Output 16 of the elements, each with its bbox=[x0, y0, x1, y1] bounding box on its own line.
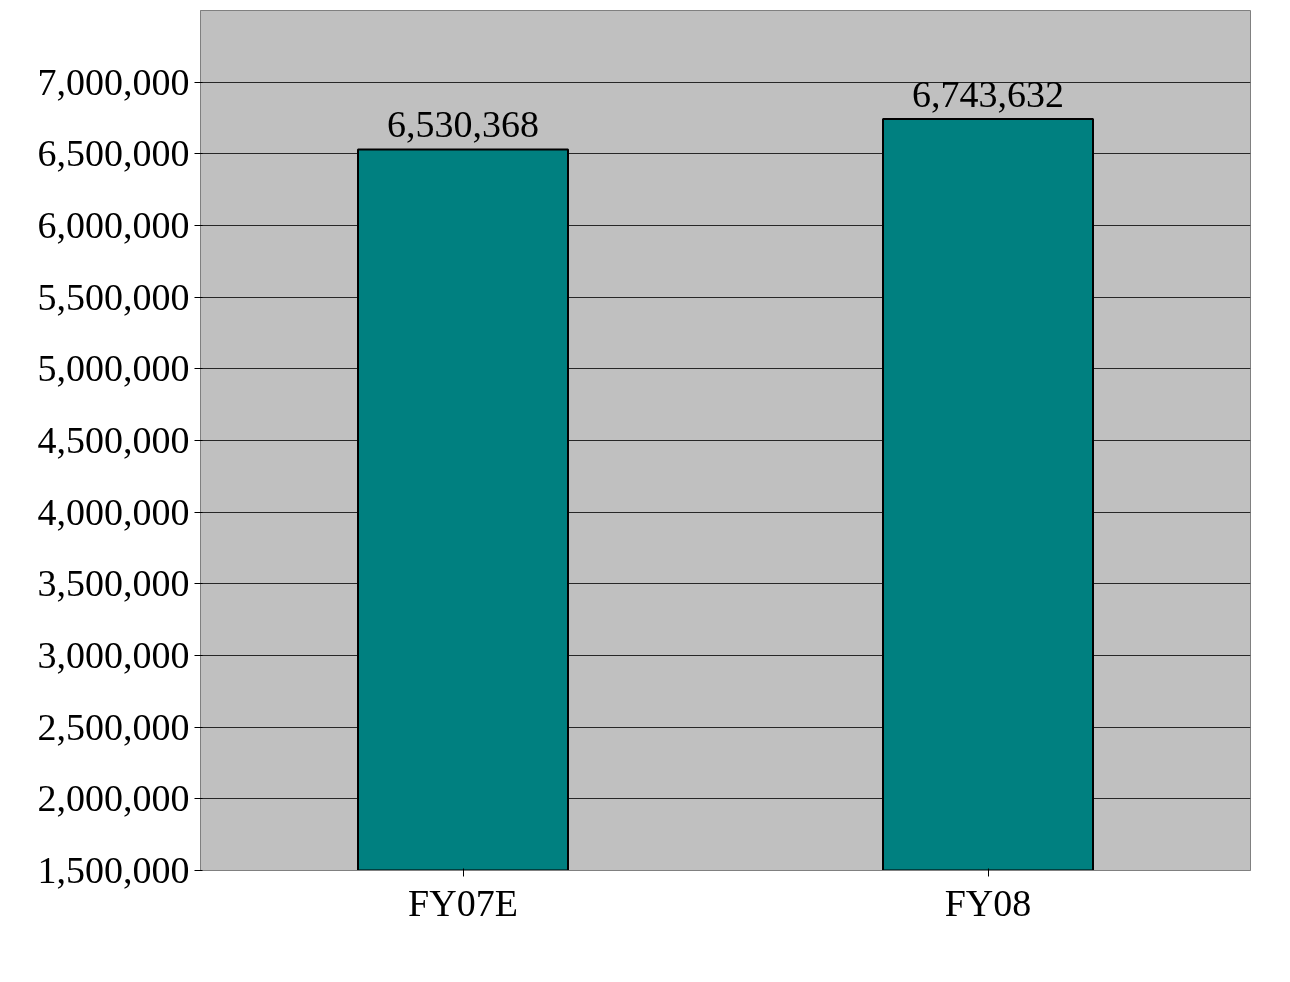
y-tick-label: 3,000,000 bbox=[37, 634, 190, 676]
y-tick-label: 4,000,000 bbox=[37, 490, 190, 533]
y-tick-label: 2,000,000 bbox=[37, 777, 190, 820]
y-tick-label: 3,500,000 bbox=[37, 562, 190, 605]
data-label: 6,530,368 bbox=[387, 103, 539, 146]
x-tick-label: FY07E bbox=[408, 881, 518, 924]
y-tick-label: 7,000,000 bbox=[37, 60, 190, 103]
y-tick-label: 5,500,000 bbox=[37, 275, 190, 318]
y-tick-label: 1,500,000 bbox=[37, 849, 190, 891]
x-tick-label: FY08 bbox=[944, 881, 1032, 924]
y-tick-label: 6,000,000 bbox=[37, 204, 190, 246]
y-tick-label: 5,000,000 bbox=[37, 347, 190, 390]
y-tick-label: 4,500,000 bbox=[37, 419, 190, 461]
y-tick-label: 2,500,000 bbox=[37, 705, 190, 748]
y-tick-label: 6,500,000 bbox=[37, 132, 190, 175]
data-label: 6,743,632 bbox=[912, 72, 1064, 115]
